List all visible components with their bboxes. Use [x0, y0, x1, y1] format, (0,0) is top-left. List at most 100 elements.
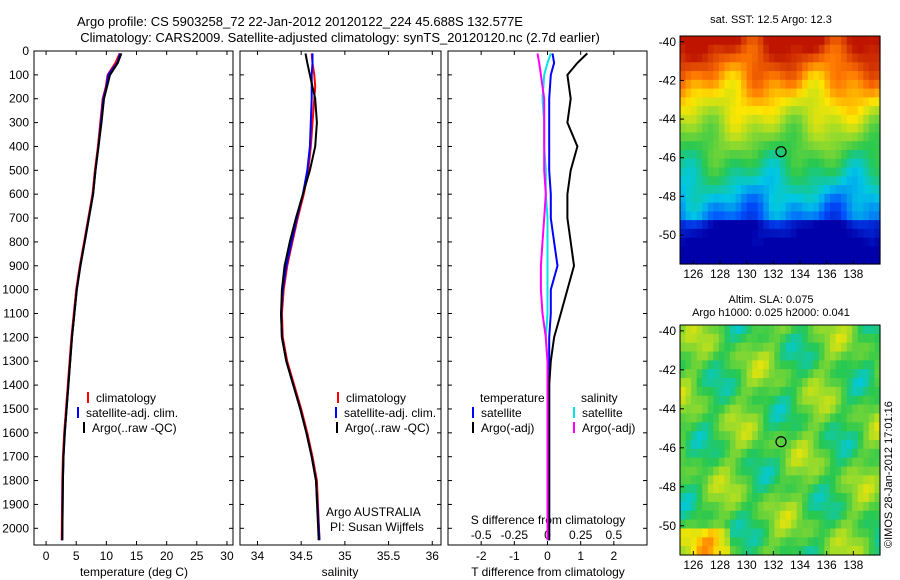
map-cell: [730, 440, 737, 450]
temperature-axes: [33, 50, 234, 546]
map-cell: [830, 333, 837, 344]
ytick-label: 1200: [2, 330, 29, 344]
map-cell: [818, 79, 826, 90]
map-cell: [741, 176, 748, 186]
map-cell: [730, 246, 737, 256]
map-cell: [680, 114, 687, 125]
map-cell: [718, 228, 726, 239]
map-cell: [863, 79, 870, 90]
map-cell: [713, 448, 720, 459]
map-cell: [696, 53, 703, 63]
map-cell: [707, 386, 714, 397]
map-cell: [874, 141, 881, 151]
map-cell: [874, 519, 881, 530]
map-cell: [874, 369, 881, 379]
map-cell: [702, 202, 709, 212]
map-cell: [818, 333, 826, 344]
map-cell: [741, 150, 748, 160]
map-cell: [830, 510, 837, 521]
map-cell: [691, 493, 698, 503]
map-cell: [830, 193, 837, 204]
map-cell: [796, 457, 803, 468]
map-cell: [780, 431, 787, 441]
map-cell: [702, 369, 709, 379]
map-cell: [707, 431, 714, 441]
map-cell: [868, 360, 876, 370]
map-cell: [718, 97, 726, 107]
map-cell: [774, 228, 781, 239]
map-cell: [696, 114, 703, 125]
map-cell: [735, 141, 742, 151]
map-ytick-label: -50: [659, 519, 677, 533]
map-cell: [768, 167, 776, 177]
map-cell: [835, 211, 842, 221]
map-cell: [763, 97, 770, 107]
map-cell: [780, 53, 787, 63]
map-cell: [768, 422, 776, 432]
map-cell: [735, 440, 742, 450]
map-cell: [707, 484, 714, 494]
map-cell: [841, 53, 848, 63]
map-cell: [846, 228, 853, 239]
map-cell: [757, 97, 764, 107]
map-cell: [802, 106, 809, 116]
map-cell: [752, 333, 759, 344]
map-cell: [752, 185, 759, 195]
sla-map-title-line-1: Altim. SLA: 0.075: [729, 294, 814, 306]
map-cell: [835, 246, 842, 256]
map-cell: [841, 493, 848, 503]
map-cell: [830, 158, 837, 169]
map-cell: [824, 193, 831, 204]
map-cell: [685, 237, 692, 248]
map-cell: [768, 79, 776, 90]
map-cell: [852, 132, 859, 142]
map-cell: [818, 158, 826, 169]
map-cell: [718, 440, 726, 450]
map-cell: [796, 528, 803, 538]
map-cell: [824, 106, 831, 116]
map-cell: [774, 510, 781, 521]
map-cell: [724, 71, 731, 81]
map-cell: [724, 44, 731, 55]
map-cell: [702, 528, 709, 538]
map-cell: [830, 519, 837, 530]
map-cell: [824, 220, 831, 230]
map-cell: [791, 202, 798, 212]
map-cell: [791, 114, 798, 125]
map-cell: [774, 537, 781, 547]
map-cell: [785, 342, 792, 353]
map-cell: [863, 53, 870, 63]
map-cell: [835, 237, 842, 248]
map-cell: [718, 493, 726, 503]
map-cell: [802, 255, 809, 265]
map-cell: [868, 114, 876, 125]
map-cell: [741, 123, 748, 134]
map-cell: [735, 484, 742, 494]
map-cell: [685, 333, 692, 344]
map-cell: [868, 36, 876, 46]
map-cell: [741, 228, 748, 239]
map-cell: [791, 246, 798, 256]
map-cell: [863, 484, 870, 494]
map-cell: [718, 351, 726, 361]
map-cell: [680, 88, 687, 98]
map-cell: [863, 493, 870, 503]
map-cell: [791, 404, 798, 415]
map-cell: [696, 185, 703, 195]
map-cell: [730, 62, 737, 72]
map-cell: [863, 255, 870, 265]
map-cell: [680, 185, 687, 195]
map-cell: [835, 466, 842, 476]
map-cell: [724, 484, 731, 494]
map-cell: [813, 150, 820, 160]
map-cell: [802, 369, 809, 379]
map-cell: [874, 237, 881, 248]
map-cell: [691, 528, 698, 538]
map-cell: [846, 422, 853, 432]
xtick-label: 35.5: [377, 549, 401, 563]
map-cell: [841, 413, 848, 423]
map-xtick-label: 128: [710, 267, 730, 281]
map-cell: [763, 106, 770, 116]
map-cell: [691, 422, 698, 432]
map-cell: [846, 404, 853, 415]
